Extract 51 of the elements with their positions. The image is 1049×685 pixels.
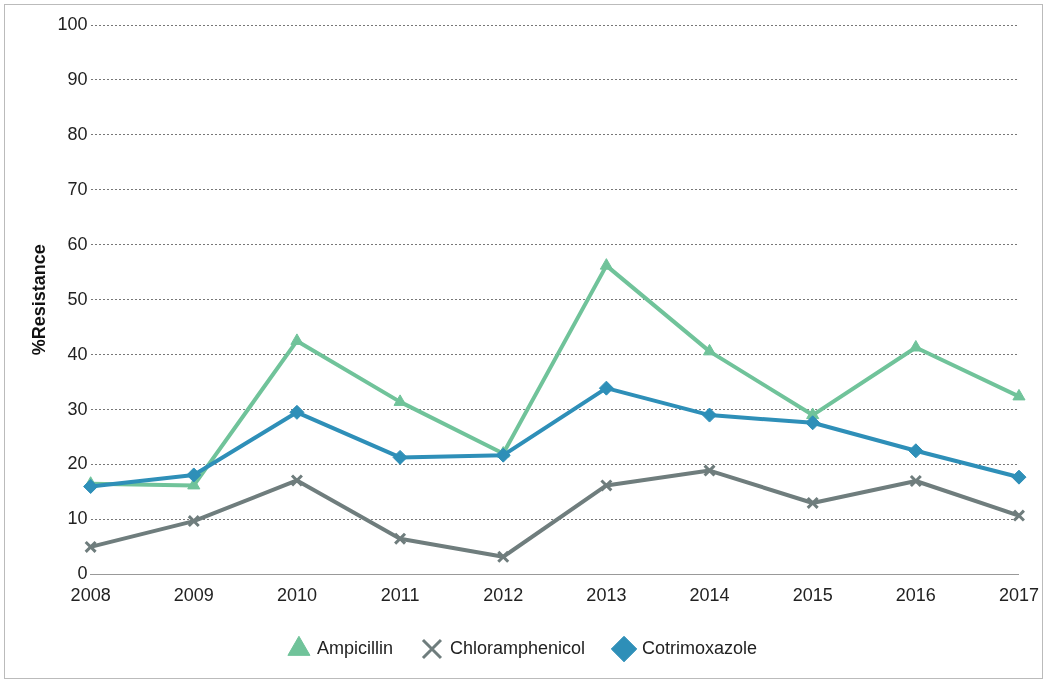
point [290,474,304,487]
point [187,514,201,528]
y-tick-label: 0 [77,563,88,584]
point [495,447,511,463]
y-tick-label: 70 [67,178,88,199]
y-tick-label: 10 [67,508,88,529]
point [1011,469,1027,485]
point [290,333,304,345]
y-tick-label: 20 [67,453,88,474]
point [702,407,718,423]
legend-label: Chloramphenicol [449,637,586,658]
point [806,496,820,510]
point [909,474,923,488]
x-tick-label: 2010 [276,585,317,606]
point [84,540,98,554]
x-tick-label: 2015 [792,585,833,606]
point [908,443,924,459]
x-tick-label: 2011 [380,585,420,606]
x-tick-label: 2012 [483,585,524,606]
y-tick-label: 60 [67,233,88,254]
x-tick-label: 2013 [586,585,627,606]
point [186,467,202,483]
point [702,343,717,356]
point [393,394,407,406]
x-tick-label: 2014 [689,585,730,606]
y-tick-label: 100 [57,13,88,34]
x-tick-label: 2016 [895,585,936,606]
y-tick-label: 90 [67,68,88,89]
point [703,464,716,478]
legend-label: Cotrimoxazole [642,637,758,658]
point [496,550,510,564]
x-tick-label: 2008 [70,585,111,606]
point [1012,388,1026,401]
point [289,404,305,420]
point [392,449,408,465]
x-tick-label: 2017 [998,585,1039,606]
point [1012,509,1026,523]
y-tick-label: 30 [67,398,88,419]
point [805,415,821,431]
point [393,532,407,546]
point [598,380,614,396]
point [83,479,99,494]
y-tick-label: 50 [67,288,88,309]
point [909,340,923,352]
x-tick-label: 2009 [173,585,214,606]
y-axis-title: %Resistance [28,244,49,356]
y-tick-label: 80 [67,123,88,144]
y-tick-label: 40 [67,343,88,364]
legend-label: Ampicillin [316,637,393,658]
point [599,258,613,270]
point [599,478,613,492]
